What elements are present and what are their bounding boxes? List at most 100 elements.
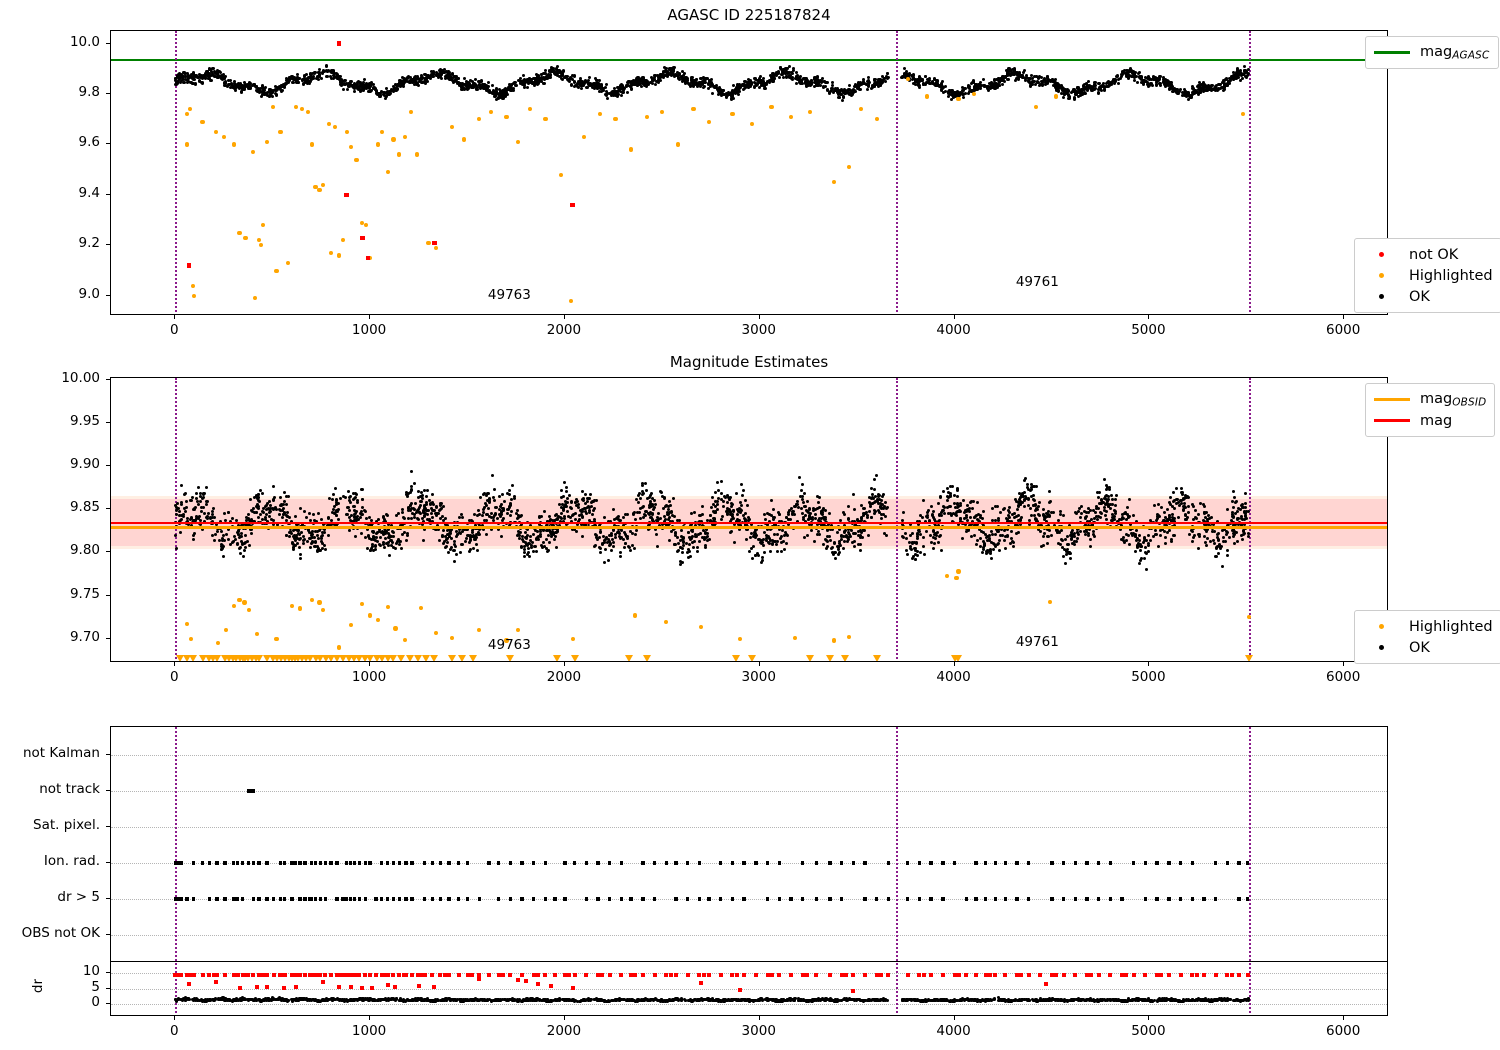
data-point-ok: [271, 94, 275, 98]
data-point-ok: [831, 90, 835, 94]
data-point-ok: [473, 78, 477, 82]
data-point-ok: [1093, 86, 1097, 90]
data-point-ok: [221, 78, 225, 82]
data-point-ok: [260, 84, 264, 88]
data-point-ok: [579, 86, 583, 91]
data-point-ok: [752, 80, 756, 84]
panel1-obsid-divider-2: [1248, 31, 1251, 314]
data-point-ok: [1184, 94, 1189, 98]
data-point-ok: [262, 88, 266, 92]
data-point-ok: [777, 75, 782, 79]
panel1-obsid-annotation-0: 49763: [487, 286, 531, 303]
panel1-yaxis-label-3: 9.4: [78, 184, 100, 201]
panel1-legend-markers-row-1[interactable]: Highlighted: [1363, 265, 1493, 286]
data-point-ok: [681, 70, 685, 74]
data-point-ok: [173, 79, 177, 83]
data-point-ok: [621, 91, 625, 95]
data-point-ok: [382, 94, 386, 98]
data-point-ok: [1181, 91, 1185, 95]
data-point-ok: [960, 85, 964, 89]
data-point-ok: [818, 83, 822, 87]
data-point-ok: [858, 81, 862, 85]
data-point-ok: [598, 89, 602, 93]
data-point-ok: [463, 77, 467, 81]
data-point-ok: [1056, 82, 1060, 86]
data-point-ok: [188, 74, 193, 78]
data-point-ok: [691, 82, 696, 86]
data-point-not-ok: [344, 192, 350, 198]
panel1-obsid-divider-0: [175, 31, 178, 314]
panel1-not-ok-series: [111, 31, 1387, 314]
data-point-ok: [661, 71, 665, 75]
data-point-ok: [765, 79, 769, 83]
data-point-ok: [345, 81, 349, 85]
panel1-xaxis-tick-1: [369, 315, 371, 319]
data-point-ok: [717, 92, 721, 96]
data-point-ok: [502, 88, 506, 92]
data-point-ok: [559, 77, 563, 81]
data-point-ok: [923, 82, 927, 86]
data-point-ok: [597, 79, 601, 83]
panel1-title: AGASC ID 225187824: [667, 6, 831, 24]
data-point-ok: [1014, 70, 1018, 74]
data-point-ok: [830, 87, 834, 91]
data-point-ok: [486, 81, 491, 85]
data-point-ok: [840, 88, 844, 92]
data-point-ok: [490, 84, 494, 88]
data-point-ok: [902, 66, 906, 70]
data-point-ok: [1003, 79, 1007, 83]
data-point-ok: [1246, 72, 1251, 76]
data-point-ok: [713, 86, 717, 90]
data-point-ok: [416, 77, 420, 81]
data-point-ok: [436, 75, 440, 79]
data-point-ok: [1182, 88, 1187, 92]
data-point-ok: [619, 90, 623, 94]
data-point-ok: [593, 76, 597, 81]
panel1-legend-markers-swatch-2: [1378, 294, 1384, 299]
data-point-ok: [1229, 79, 1233, 83]
data-point-ok: [1097, 88, 1101, 92]
data-point-ok: [388, 93, 392, 97]
data-point-ok: [619, 94, 623, 98]
data-point-not-ok: [432, 240, 437, 246]
data-point-ok: [962, 95, 966, 99]
data-point-ok: [524, 80, 528, 84]
data-point-ok: [865, 88, 870, 92]
panel1-legend-markers-swatch-0: [1378, 252, 1384, 257]
panel-magnitude-raw: [110, 30, 1388, 315]
data-point-ok: [820, 77, 824, 81]
panel1-yaxis-label-2: 9.6: [78, 134, 100, 151]
data-point-ok: [476, 87, 480, 91]
data-point-ok: [1190, 85, 1194, 89]
data-point-ok: [197, 79, 201, 83]
data-point-ok: [341, 82, 345, 86]
data-point-ok: [228, 82, 232, 86]
data-point-not-ok: [570, 202, 575, 208]
data-point-ok: [540, 79, 544, 83]
panel1-xaxis-tick-2: [563, 315, 565, 319]
data-point-ok: [512, 88, 516, 92]
panel1-legend-mag-agasc-label-0: magAGASC: [1420, 43, 1490, 62]
panel1-xaxis-label-0: 0: [169, 322, 179, 338]
panel1-yaxis-label-5: 9.0: [78, 285, 100, 302]
data-point-ok: [1239, 78, 1243, 82]
data-point-ok: [622, 87, 626, 91]
data-point-ok: [918, 85, 922, 89]
panel1-legend-mag-agasc-row-0[interactable]: magAGASC: [1374, 42, 1490, 63]
data-point-ok: [558, 75, 562, 79]
data-point-ok: [341, 87, 345, 91]
panel1-xaxis-label-5: 5000: [1131, 322, 1166, 338]
data-point-ok: [699, 76, 703, 80]
data-point-ok: [1003, 75, 1007, 79]
data-point-ok: [914, 80, 918, 84]
data-point-ok: [1235, 67, 1239, 71]
data-point-ok: [462, 82, 466, 86]
panel1-legend-markers-row-0[interactable]: not OK: [1363, 244, 1493, 265]
panel1-legend-markers-row-2[interactable]: OK: [1363, 286, 1493, 307]
data-point-ok: [859, 82, 863, 86]
data-point-ok: [1015, 76, 1019, 80]
panel1-yaxis-label-4: 9.2: [78, 235, 100, 252]
data-point-ok: [210, 69, 214, 73]
data-point-ok: [1005, 73, 1010, 77]
data-point-ok: [309, 79, 313, 83]
